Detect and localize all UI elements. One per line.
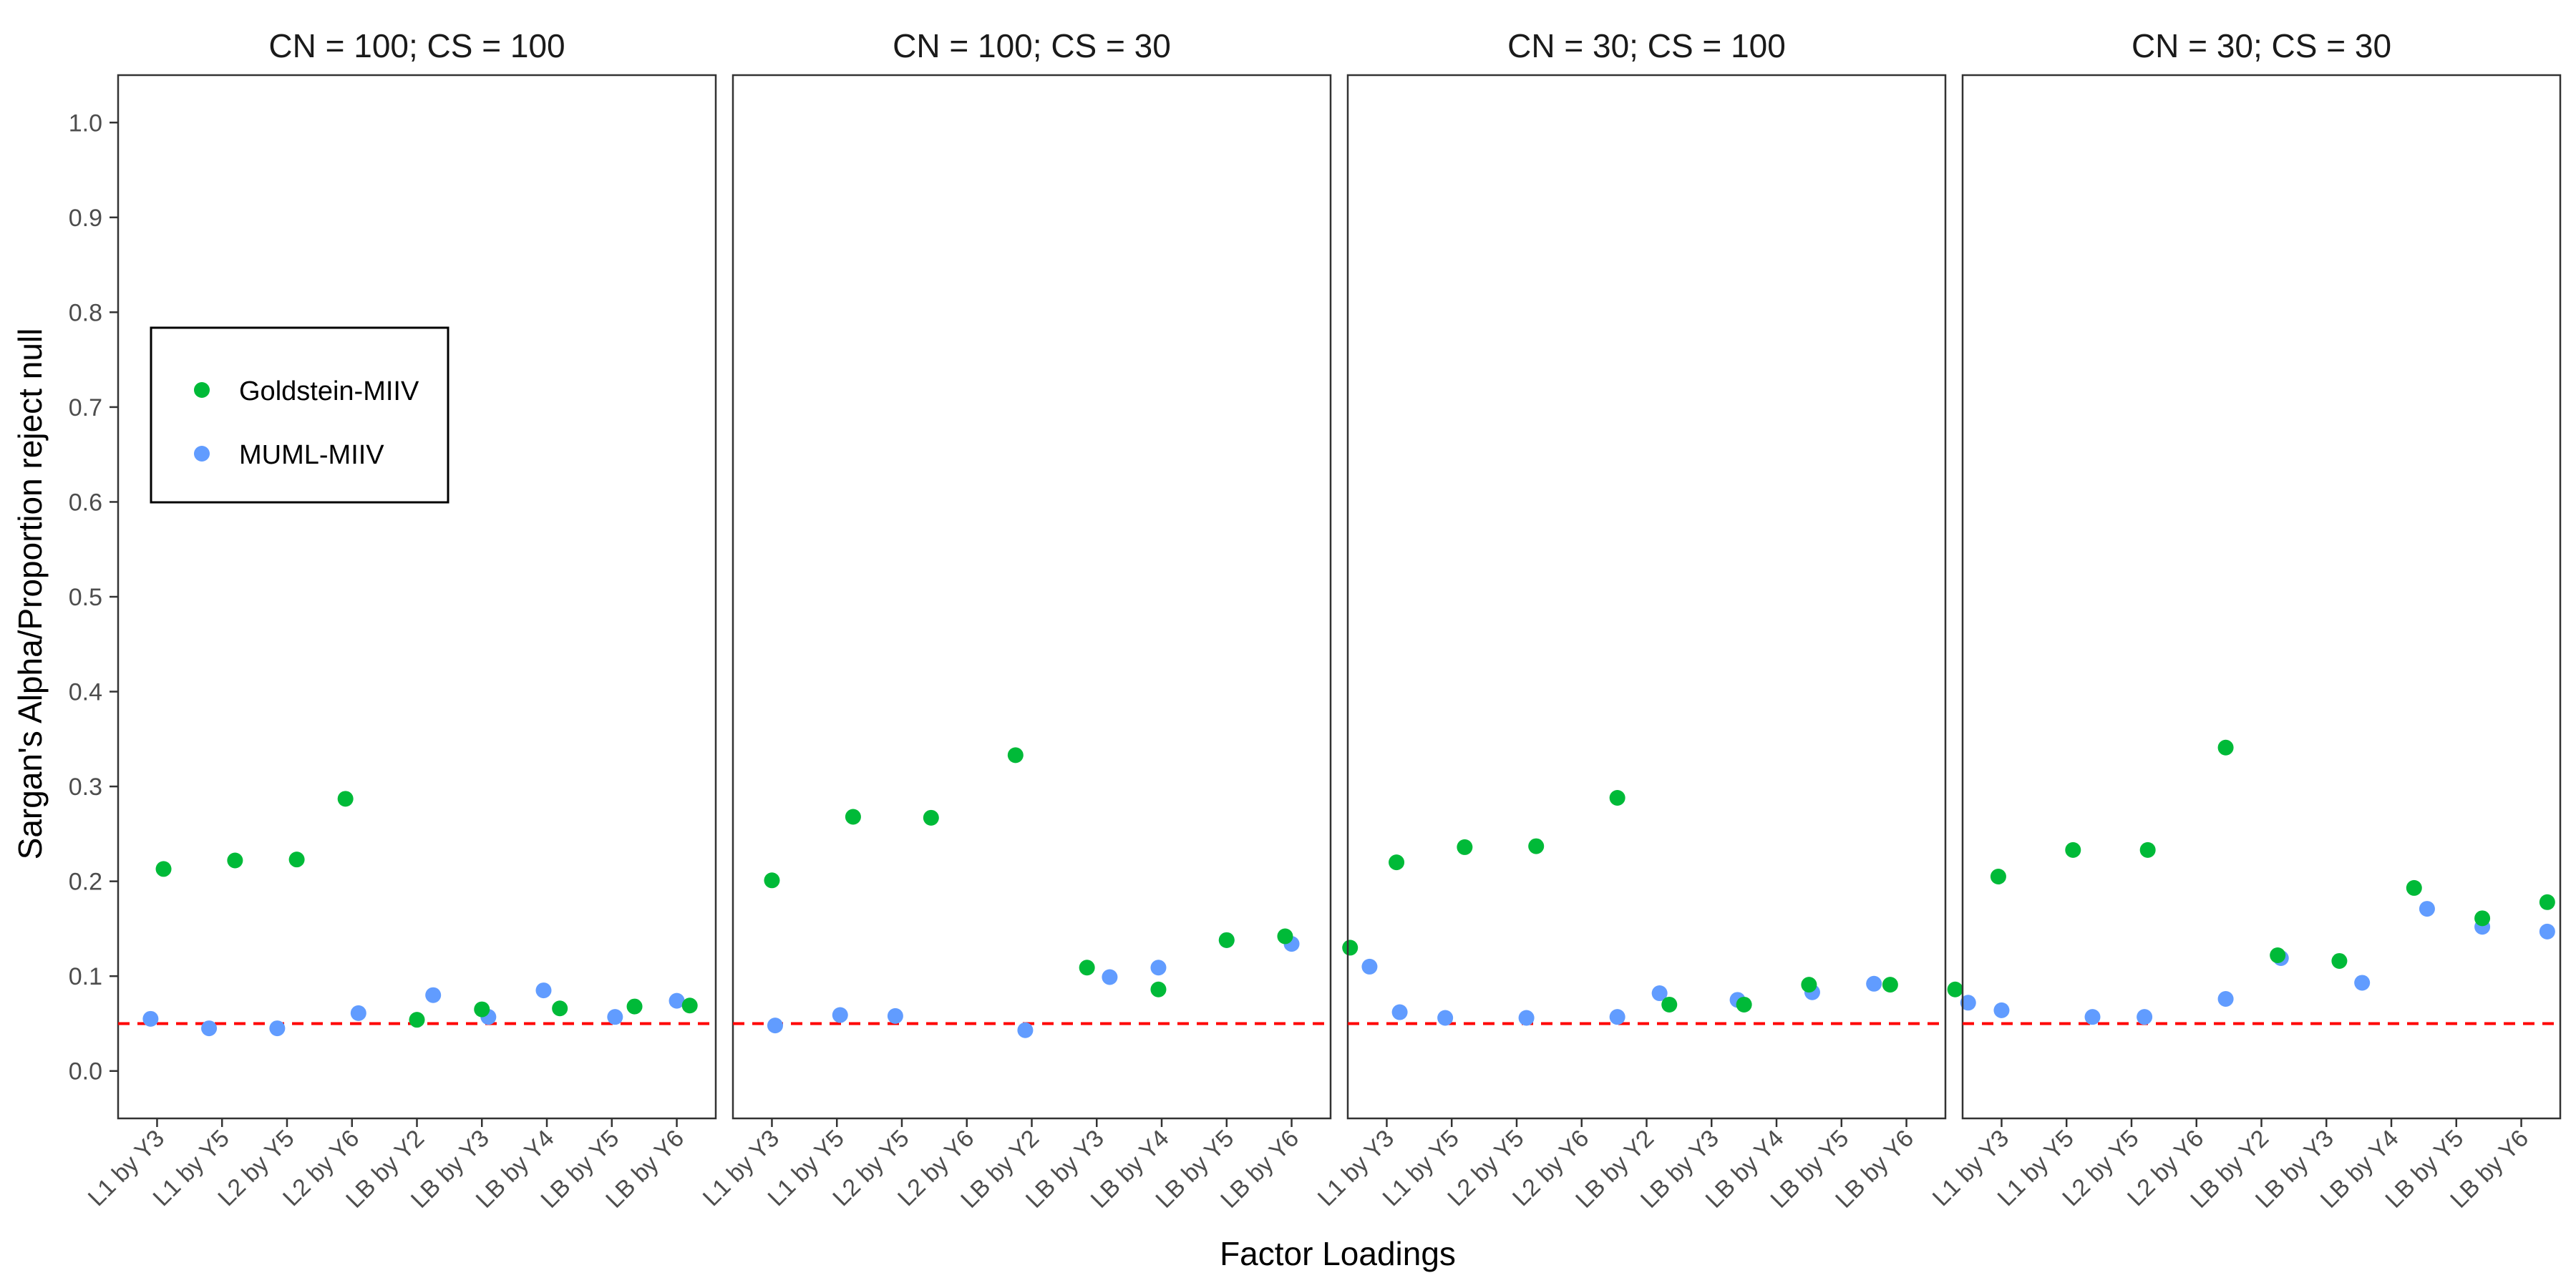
point-goldstein-miiv (2406, 879, 2422, 896)
point-goldstein-miiv (1947, 981, 1963, 997)
y-tick-label: 0.4 (69, 679, 102, 706)
point-muml-miiv (269, 1020, 286, 1037)
point-goldstein-miiv (1882, 977, 1898, 993)
point-muml-miiv (350, 1005, 366, 1021)
panel-title: CN = 30; CS = 30 (2132, 27, 2391, 64)
legend-box (150, 326, 449, 504)
point-muml-miiv (142, 1010, 159, 1027)
point-muml-miiv (1993, 1002, 2010, 1018)
y-tick-label: 0.5 (69, 584, 102, 611)
point-muml-miiv (201, 1020, 218, 1037)
point-muml-miiv (607, 1009, 623, 1025)
y-tick-label: 0.3 (69, 774, 102, 801)
point-muml-miiv (669, 992, 685, 1009)
legend-key-goldstein-miiv (194, 382, 210, 398)
point-muml-miiv (1866, 975, 1882, 992)
panel-title: CN = 30; CS = 100 (1507, 27, 1786, 64)
point-muml-miiv (1518, 1010, 1535, 1026)
point-muml-miiv (1361, 958, 1378, 975)
point-goldstein-miiv (1661, 996, 1678, 1013)
point-muml-miiv (1609, 1009, 1625, 1025)
point-goldstein-miiv (1007, 747, 1024, 763)
point-muml-miiv (1150, 960, 1167, 976)
point-goldstein-miiv (552, 1000, 568, 1017)
y-tick-label: 0.2 (69, 869, 102, 896)
point-goldstein-miiv (845, 809, 861, 825)
point-goldstein-miiv (288, 852, 305, 868)
point-goldstein-miiv (923, 809, 939, 826)
legend: Goldstein-MIIV MUML-MIIV (150, 326, 449, 504)
point-goldstein-miiv (1389, 854, 1405, 871)
point-goldstein-miiv (337, 791, 354, 807)
point-goldstein-miiv (155, 861, 172, 877)
panel-border (732, 74, 1332, 1120)
point-muml-miiv (767, 1018, 783, 1034)
point-muml-miiv (2084, 1009, 2101, 1025)
point-muml-miiv (1651, 985, 1668, 1002)
y-tick-label: 0.9 (69, 205, 102, 232)
point-goldstein-miiv (1609, 789, 1625, 806)
point-muml-miiv (1017, 1022, 1034, 1038)
x-axis-title: Factor Loadings (1220, 1235, 1456, 1272)
panel-title: CN = 100; CS = 30 (893, 27, 1171, 64)
point-muml-miiv (1437, 1010, 1454, 1026)
panel-border (117, 74, 717, 1120)
point-muml-miiv (2419, 901, 2435, 917)
point-muml-miiv (2137, 1009, 2153, 1025)
point-muml-miiv (2539, 923, 2555, 940)
y-tick-label: 0.6 (69, 489, 102, 516)
point-goldstein-miiv (1528, 838, 1545, 854)
point-muml-miiv (887, 1008, 903, 1024)
point-goldstein-miiv (1277, 928, 1293, 945)
legend-label-muml-miiv: MUML-MIIV (239, 440, 384, 470)
point-goldstein-miiv (1457, 839, 1473, 855)
point-goldstein-miiv (2270, 947, 2286, 964)
point-goldstein-miiv (2139, 841, 2156, 858)
point-goldstein-miiv (2474, 910, 2491, 927)
point-goldstein-miiv (409, 1012, 425, 1028)
point-goldstein-miiv (1218, 932, 1235, 948)
point-muml-miiv (2354, 975, 2371, 991)
point-goldstein-miiv (474, 1001, 490, 1018)
point-goldstein-miiv (2539, 894, 2555, 910)
point-muml-miiv (832, 1007, 848, 1023)
point-muml-miiv (1102, 969, 1118, 985)
point-goldstein-miiv (227, 852, 243, 869)
point-goldstein-miiv (1736, 996, 1752, 1013)
legend-label-goldstein-miiv: Goldstein-MIIV (239, 376, 419, 406)
panel-title: CN = 100; CS = 100 (268, 27, 565, 64)
point-goldstein-miiv (626, 998, 643, 1015)
point-goldstein-miiv (681, 997, 698, 1014)
point-goldstein-miiv (1150, 981, 1167, 997)
point-muml-miiv (1960, 995, 1976, 1011)
point-muml-miiv (535, 982, 552, 999)
y-tick-label: 0.1 (69, 963, 102, 990)
y-tick-label: 0.0 (69, 1058, 102, 1085)
point-goldstein-miiv (2065, 841, 2081, 858)
panel-1: CN = 100; CS = 100 0.0 0.1 0.2 0.3 0.4 0.5 0.6 0… (69, 27, 717, 1214)
panel-border (1961, 74, 2562, 1120)
point-goldstein-miiv (1342, 940, 1359, 956)
point-goldstein-miiv (764, 872, 780, 889)
point-muml-miiv (425, 987, 442, 1003)
point-goldstein-miiv (1801, 977, 1817, 993)
panel-border (1346, 74, 1947, 1120)
point-goldstein-miiv (2331, 952, 2348, 969)
point-goldstein-miiv (1079, 960, 1095, 976)
chart-panels: CN = 100; CS = 100 0.0 0.1 0.2 0.3 0.4 0.5 0.6 0… (69, 27, 2562, 1214)
y-tick-label: 0.8 (69, 299, 102, 326)
legend-key-muml-miiv (194, 446, 210, 462)
point-goldstein-miiv (1990, 869, 2006, 885)
point-goldstein-miiv (2217, 739, 2234, 756)
point-muml-miiv (1391, 1004, 1408, 1020)
y-tick-label: 1.0 (69, 109, 102, 137)
y-tick-label: 0.7 (69, 394, 102, 421)
y-axis-title: Sargan's Alpha/Proportion reject null (11, 328, 49, 860)
point-muml-miiv (2217, 990, 2234, 1007)
